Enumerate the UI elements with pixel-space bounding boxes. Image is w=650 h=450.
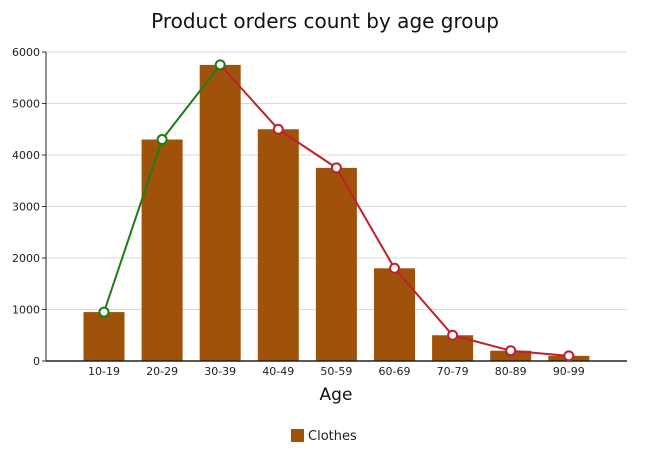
legend-swatch-clothes <box>291 429 304 442</box>
x-tick-label: 20-29 <box>146 365 178 378</box>
x-tick-label: 30-39 <box>204 365 236 378</box>
x-tick-label: 40-49 <box>262 365 294 378</box>
trend-segment <box>161 64 221 141</box>
bar-50-59[interactable] <box>315 167 357 361</box>
x-tick-label: 60-69 <box>379 365 411 378</box>
y-tick-label: 1000 <box>12 304 40 317</box>
legend-label-clothes: Clothes <box>308 429 357 444</box>
y-tick-label: 5000 <box>12 98 40 111</box>
x-axis-ticks: 10-19 20-29 30-39 40-49 50-59 60-69 70-79 80-89… <box>88 365 585 378</box>
trend-point-50-59[interactable] <box>330 162 342 174</box>
x-tick-label: 70-79 <box>437 365 469 378</box>
trend-point-20-29[interactable] <box>156 134 168 146</box>
y-tick-label: 2000 <box>12 252 40 265</box>
bar-10-19[interactable] <box>83 312 125 361</box>
y-axis-ticks: 0 1000 2000 3000 4000 5000 6000 <box>12 46 46 368</box>
legend[interactable]: Clothes <box>291 429 357 444</box>
trend-point-30-39[interactable] <box>214 59 226 71</box>
y-tick-label: 3000 <box>12 201 40 214</box>
trend-point-80-89[interactable] <box>505 345 517 357</box>
trend-point-10-19[interactable] <box>98 306 110 318</box>
trend-segment <box>219 64 280 130</box>
y-tick-label: 0 <box>33 355 40 368</box>
trend-point-40-49[interactable] <box>272 123 284 135</box>
chart-title: Product orders count by age group <box>151 9 499 33</box>
x-tick-label: 80-89 <box>495 365 527 378</box>
trend-point-60-69[interactable] <box>389 262 400 274</box>
x-tick-label: 50-59 <box>320 365 352 378</box>
x-axis-title: Age <box>320 385 353 405</box>
trend-segment <box>452 334 511 352</box>
x-tick-label: 10-19 <box>88 365 120 378</box>
trend-segment <box>393 267 454 336</box>
y-tick-label: 4000 <box>12 149 40 162</box>
bars <box>83 64 590 361</box>
bar-40-49[interactable] <box>257 129 299 361</box>
trend-segment <box>103 139 164 313</box>
trend-segment <box>510 349 569 357</box>
trend-line <box>98 59 575 362</box>
x-tick-label: 90-99 <box>553 365 585 378</box>
trend-point-90-99[interactable] <box>563 350 575 362</box>
bar-60-69[interactable] <box>374 268 415 361</box>
bar-30-39[interactable] <box>199 64 241 361</box>
trend-point-70-79[interactable] <box>447 329 459 341</box>
trend-segment <box>335 167 396 269</box>
bar-20-29[interactable] <box>141 139 183 361</box>
y-tick-label: 6000 <box>12 46 40 59</box>
axes <box>45 52 627 362</box>
trend-segment <box>277 128 337 169</box>
